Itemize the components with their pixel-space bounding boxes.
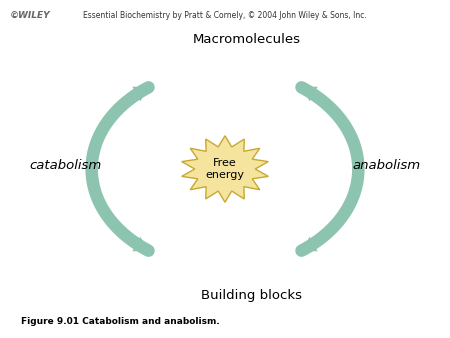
FancyArrowPatch shape [302,237,318,251]
Text: ©WILEY: ©WILEY [9,11,50,20]
Text: catabolism: catabolism [29,159,102,172]
Text: Building blocks: Building blocks [201,289,302,302]
FancyArrowPatch shape [132,237,148,251]
FancyArrowPatch shape [302,87,318,101]
Text: Free
energy: Free energy [206,158,244,180]
Text: Macromolecules: Macromolecules [193,33,301,46]
FancyArrowPatch shape [132,87,148,101]
Text: Figure 9.01 Catabolism and anabolism.: Figure 9.01 Catabolism and anabolism. [21,317,219,326]
Text: Essential Biochemistry by Pratt & Cornely, © 2004 John Wiley & Sons, Inc.: Essential Biochemistry by Pratt & Cornel… [83,11,367,20]
Polygon shape [182,136,268,202]
Text: anabolism: anabolism [352,159,421,172]
